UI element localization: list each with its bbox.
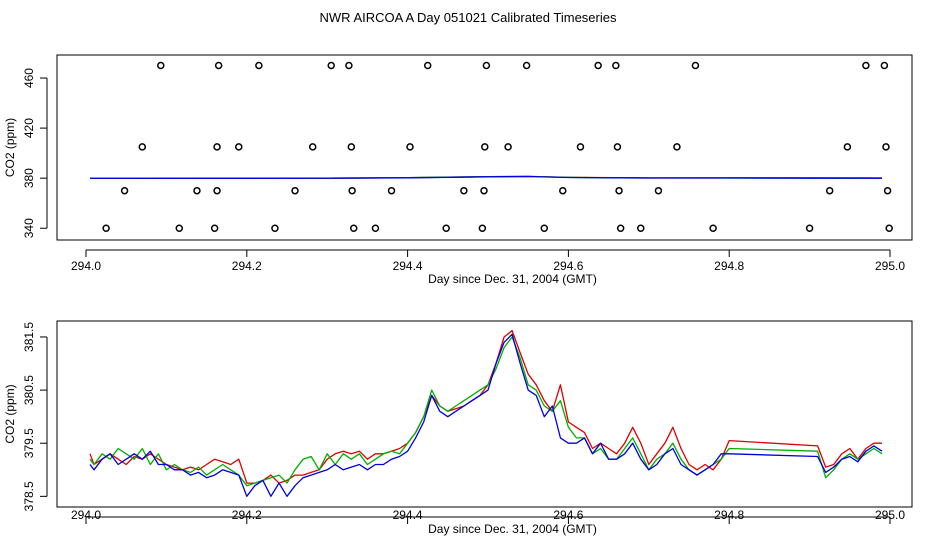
x-tick-label: 294.6	[553, 508, 583, 522]
data-point	[616, 224, 625, 232]
series-line-blue	[89, 175, 882, 180]
data-point	[885, 224, 893, 232]
data-point	[615, 186, 623, 195]
data-point	[504, 143, 512, 151]
figure-title: NWR AIRCOA A Day 051021 Calibrated Times…	[320, 10, 617, 25]
data-point	[460, 186, 468, 195]
data-point	[406, 143, 414, 151]
x-tick-label: 294.0	[71, 259, 101, 273]
data-point	[102, 224, 110, 232]
data-point	[540, 224, 549, 232]
x-tick-label: 294.2	[232, 259, 262, 273]
y-tick-label: 380	[22, 168, 36, 188]
data-point	[213, 186, 221, 195]
plot-frame	[56, 320, 913, 508]
x-tick-label: 294.4	[393, 508, 423, 522]
data-point	[825, 186, 834, 195]
data-point	[371, 224, 380, 232]
data-point	[862, 61, 870, 70]
data-point	[613, 143, 622, 151]
series-line-green	[89, 336, 883, 487]
timeseries-panel: 294.0 294.2 294.4 294.6 294.8 295.0 Day since …	[3, 320, 913, 536]
data-point	[883, 186, 892, 195]
data-point	[478, 224, 487, 232]
data-point	[691, 61, 700, 70]
data-point	[612, 61, 620, 70]
data-point	[559, 186, 567, 195]
x-tick-label: 294.4	[393, 259, 423, 273]
y-tick-label: 420	[22, 118, 36, 138]
series-line-red	[89, 329, 882, 484]
data-point	[271, 224, 279, 232]
data-point	[255, 61, 263, 70]
data-point	[654, 186, 663, 195]
data-point	[308, 143, 317, 151]
plot-area	[89, 175, 883, 180]
x-axis-label: Day since Dec. 31, 2004 (GMT)	[428, 522, 597, 536]
data-point	[291, 186, 299, 195]
data-point	[193, 186, 201, 195]
x-tick-label: 294.0	[71, 508, 101, 522]
data-point	[327, 61, 335, 70]
data-point	[210, 224, 219, 232]
x-axis-label: Day since Dec. 31, 2004 (GMT)	[428, 272, 597, 286]
data-point	[235, 143, 243, 151]
data-point	[349, 224, 358, 232]
scatter-panel: 294.0 294.2 294.4 294.6 294.8 295.0 Day since …	[3, 54, 913, 286]
y-axis-label: CO2 (ppm)	[3, 384, 17, 443]
data-point	[120, 186, 129, 195]
y-tick-label: 381.5	[22, 322, 36, 352]
data-point	[348, 186, 356, 195]
data-point	[214, 61, 223, 70]
data-point	[805, 224, 814, 232]
data-point	[213, 143, 221, 151]
x-tick-label: 295.0	[875, 508, 905, 522]
data-point	[637, 224, 645, 232]
y-tick-label: 379.5	[22, 428, 36, 458]
data-point	[522, 61, 531, 70]
data-point	[387, 186, 396, 195]
data-point	[423, 61, 432, 70]
data-point	[576, 143, 585, 151]
x-tick-label: 294.8	[714, 259, 744, 273]
plot-area	[89, 329, 883, 497]
data-point	[709, 224, 717, 232]
x-tick-label: 295.0	[875, 259, 905, 273]
data-point	[673, 143, 681, 151]
data-point	[594, 61, 602, 70]
series-line-blue	[89, 333, 883, 497]
data-point	[880, 61, 889, 70]
data-point	[347, 143, 356, 151]
plot-frame	[56, 54, 913, 241]
data-point	[175, 224, 184, 232]
data-point	[345, 61, 353, 70]
data-point	[481, 143, 489, 151]
data-point	[138, 143, 147, 151]
data-point	[843, 143, 852, 151]
y-axis-label: CO2 (ppm)	[3, 118, 17, 177]
x-tick-label: 294.6	[553, 259, 583, 273]
data-point	[480, 186, 488, 195]
data-point	[157, 61, 165, 70]
y-tick-label: 380.5	[22, 375, 36, 405]
x-tick-label: 294.2	[232, 508, 262, 522]
y-tick-label: 378.5	[22, 481, 36, 511]
data-point	[882, 143, 890, 151]
y-tick-label: 340	[22, 218, 36, 238]
y-tick-label: 460	[22, 68, 36, 88]
data-point	[442, 224, 450, 232]
x-tick-label: 294.8	[714, 508, 744, 522]
data-point	[482, 61, 491, 70]
